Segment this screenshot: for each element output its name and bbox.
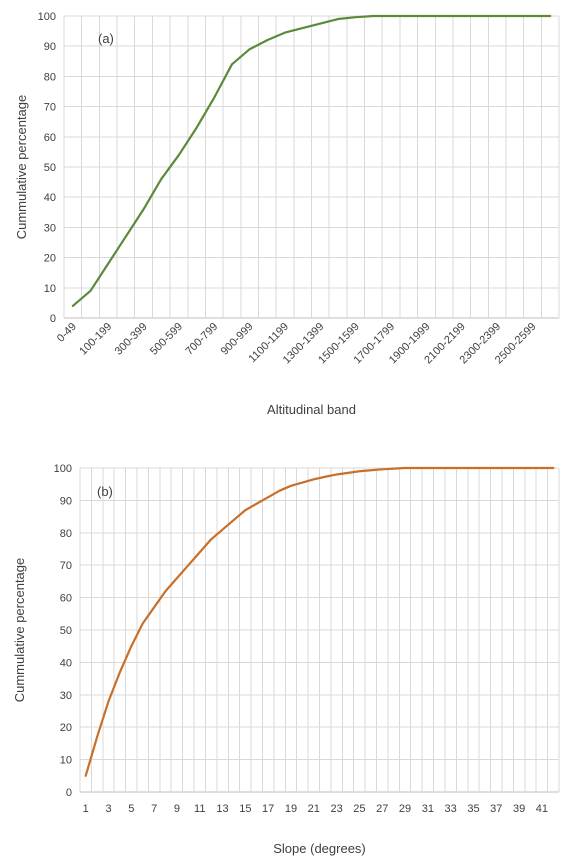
x-tick-label: 23 — [330, 803, 342, 815]
y-tick-label: 100 — [38, 11, 56, 23]
x-tick-label: 7 — [151, 803, 157, 815]
y-tick-label: 10 — [60, 755, 72, 767]
x-tick-label: 11 — [194, 803, 205, 815]
x-tick-label: 13 — [216, 803, 228, 815]
x-tick-label: 5 — [128, 803, 134, 815]
x-tick-label: 39 — [513, 803, 525, 815]
x-tick-label: 33 — [445, 803, 457, 815]
x-tick-label: 100-199 — [77, 321, 114, 358]
y-tick-label: 30 — [60, 690, 72, 702]
x-tick-label: 17 — [262, 803, 274, 815]
x-tick-label: 15 — [239, 803, 251, 815]
x-tick-label: 300-399 — [113, 321, 150, 358]
x-tick-label: 21 — [308, 803, 320, 815]
x-axis-label: Altitudinal band — [267, 402, 356, 417]
y-tick-label: 60 — [60, 593, 72, 605]
y-tick-label: 50 — [44, 162, 56, 174]
y-tick-label: 50 — [60, 625, 72, 637]
x-tick-label: 1 — [83, 803, 89, 815]
panel-label: (a) — [98, 31, 114, 46]
y-tick-label: 100 — [54, 463, 72, 475]
x-tick-label: 27 — [376, 803, 388, 815]
y-tick-label: 60 — [44, 132, 56, 144]
y-tick-label: 80 — [44, 71, 56, 83]
x-axis-label: Slope (degrees) — [273, 841, 366, 856]
x-tick-label: 700-799 — [183, 321, 220, 358]
x-tick-label: 0-49 — [55, 321, 79, 345]
y-tick-label: 20 — [60, 722, 72, 734]
y-tick-label: 0 — [66, 787, 72, 799]
y-tick-label: 30 — [44, 222, 56, 234]
y-tick-label: 90 — [44, 41, 56, 53]
y-tick-label: 80 — [60, 528, 72, 540]
x-tick-label: 3 — [105, 803, 111, 815]
y-tick-label: 70 — [44, 102, 56, 114]
x-tick-label: 25 — [353, 803, 365, 815]
y-tick-label: 90 — [60, 495, 72, 507]
x-tick-label: 37 — [490, 803, 502, 815]
y-tick-label: 40 — [60, 657, 72, 669]
y-axis-label: Cummulative percentage — [14, 95, 29, 240]
x-tick-label: 35 — [467, 803, 479, 815]
series-line — [71, 14, 552, 308]
y-axis-label: Cummulative percentage — [12, 558, 27, 703]
y-tick-label: 0 — [50, 313, 56, 325]
chart-a: 0 10 20 30 40 50 60 70 80 90 100 0-49100-199300-399… — [14, 11, 560, 417]
x-tick-label: 500-599 — [148, 321, 185, 358]
x-tick-label: 41 — [536, 803, 548, 815]
x-tick-label: 29 — [399, 803, 411, 815]
series-line — [84, 466, 555, 777]
y-tick-label: 20 — [44, 253, 56, 265]
x-tick-label: 19 — [285, 803, 297, 815]
y-tick-label: 10 — [44, 283, 56, 295]
y-tick-label: 40 — [44, 192, 56, 204]
y-tick-label: 70 — [60, 560, 72, 572]
x-tick-label: 31 — [422, 803, 434, 815]
x-tick-label: 9 — [174, 803, 180, 815]
panel-label: (b) — [97, 484, 113, 499]
